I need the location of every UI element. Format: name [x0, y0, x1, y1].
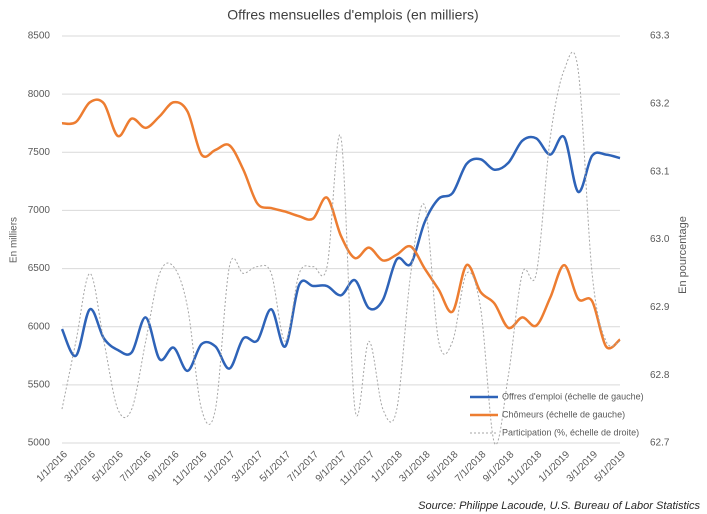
- y-tick-label: 7500: [28, 147, 51, 158]
- series-line: [61, 51, 621, 446]
- y-tick-label: 6000: [28, 321, 51, 332]
- legend-label: Participation (%, échelle de droite): [502, 427, 639, 437]
- y2-tick-label: 62.7: [650, 438, 670, 449]
- y-tick-label: 6500: [28, 263, 51, 274]
- y2-tick-label: 63.0: [650, 234, 670, 245]
- y-axis-label: En milliers: [9, 217, 20, 263]
- legend-label: Chômeurs (échelle de gauche): [502, 409, 625, 419]
- series-line: [61, 98, 621, 350]
- x-tick-label: 5/1/2019: [593, 449, 629, 485]
- y-tick-label: 8500: [28, 31, 51, 42]
- y2-tick-label: 63.2: [650, 98, 670, 109]
- y2-tick-label: 62.9: [650, 302, 670, 313]
- y2-axis-label: En pourcentage: [677, 216, 689, 294]
- y2-tick-label: 63.3: [650, 31, 670, 42]
- y2-tick-label: 62.8: [650, 370, 670, 381]
- y-tick-label: 7000: [28, 205, 51, 216]
- series-line: [60, 134, 621, 373]
- chart-title: Offres mensuelles d'emplois (en milliers…: [227, 7, 478, 23]
- y-tick-label: 5500: [28, 379, 51, 390]
- y-tick-label: 8000: [28, 89, 51, 100]
- y2-tick-label: 63.1: [650, 166, 670, 177]
- y-tick-label: 5000: [28, 438, 51, 449]
- source-note: Source: Philippe Lacoude, U.S. Bureau of…: [418, 500, 700, 512]
- legend-label: Offres d'emploi (échelle de gauche): [502, 391, 644, 401]
